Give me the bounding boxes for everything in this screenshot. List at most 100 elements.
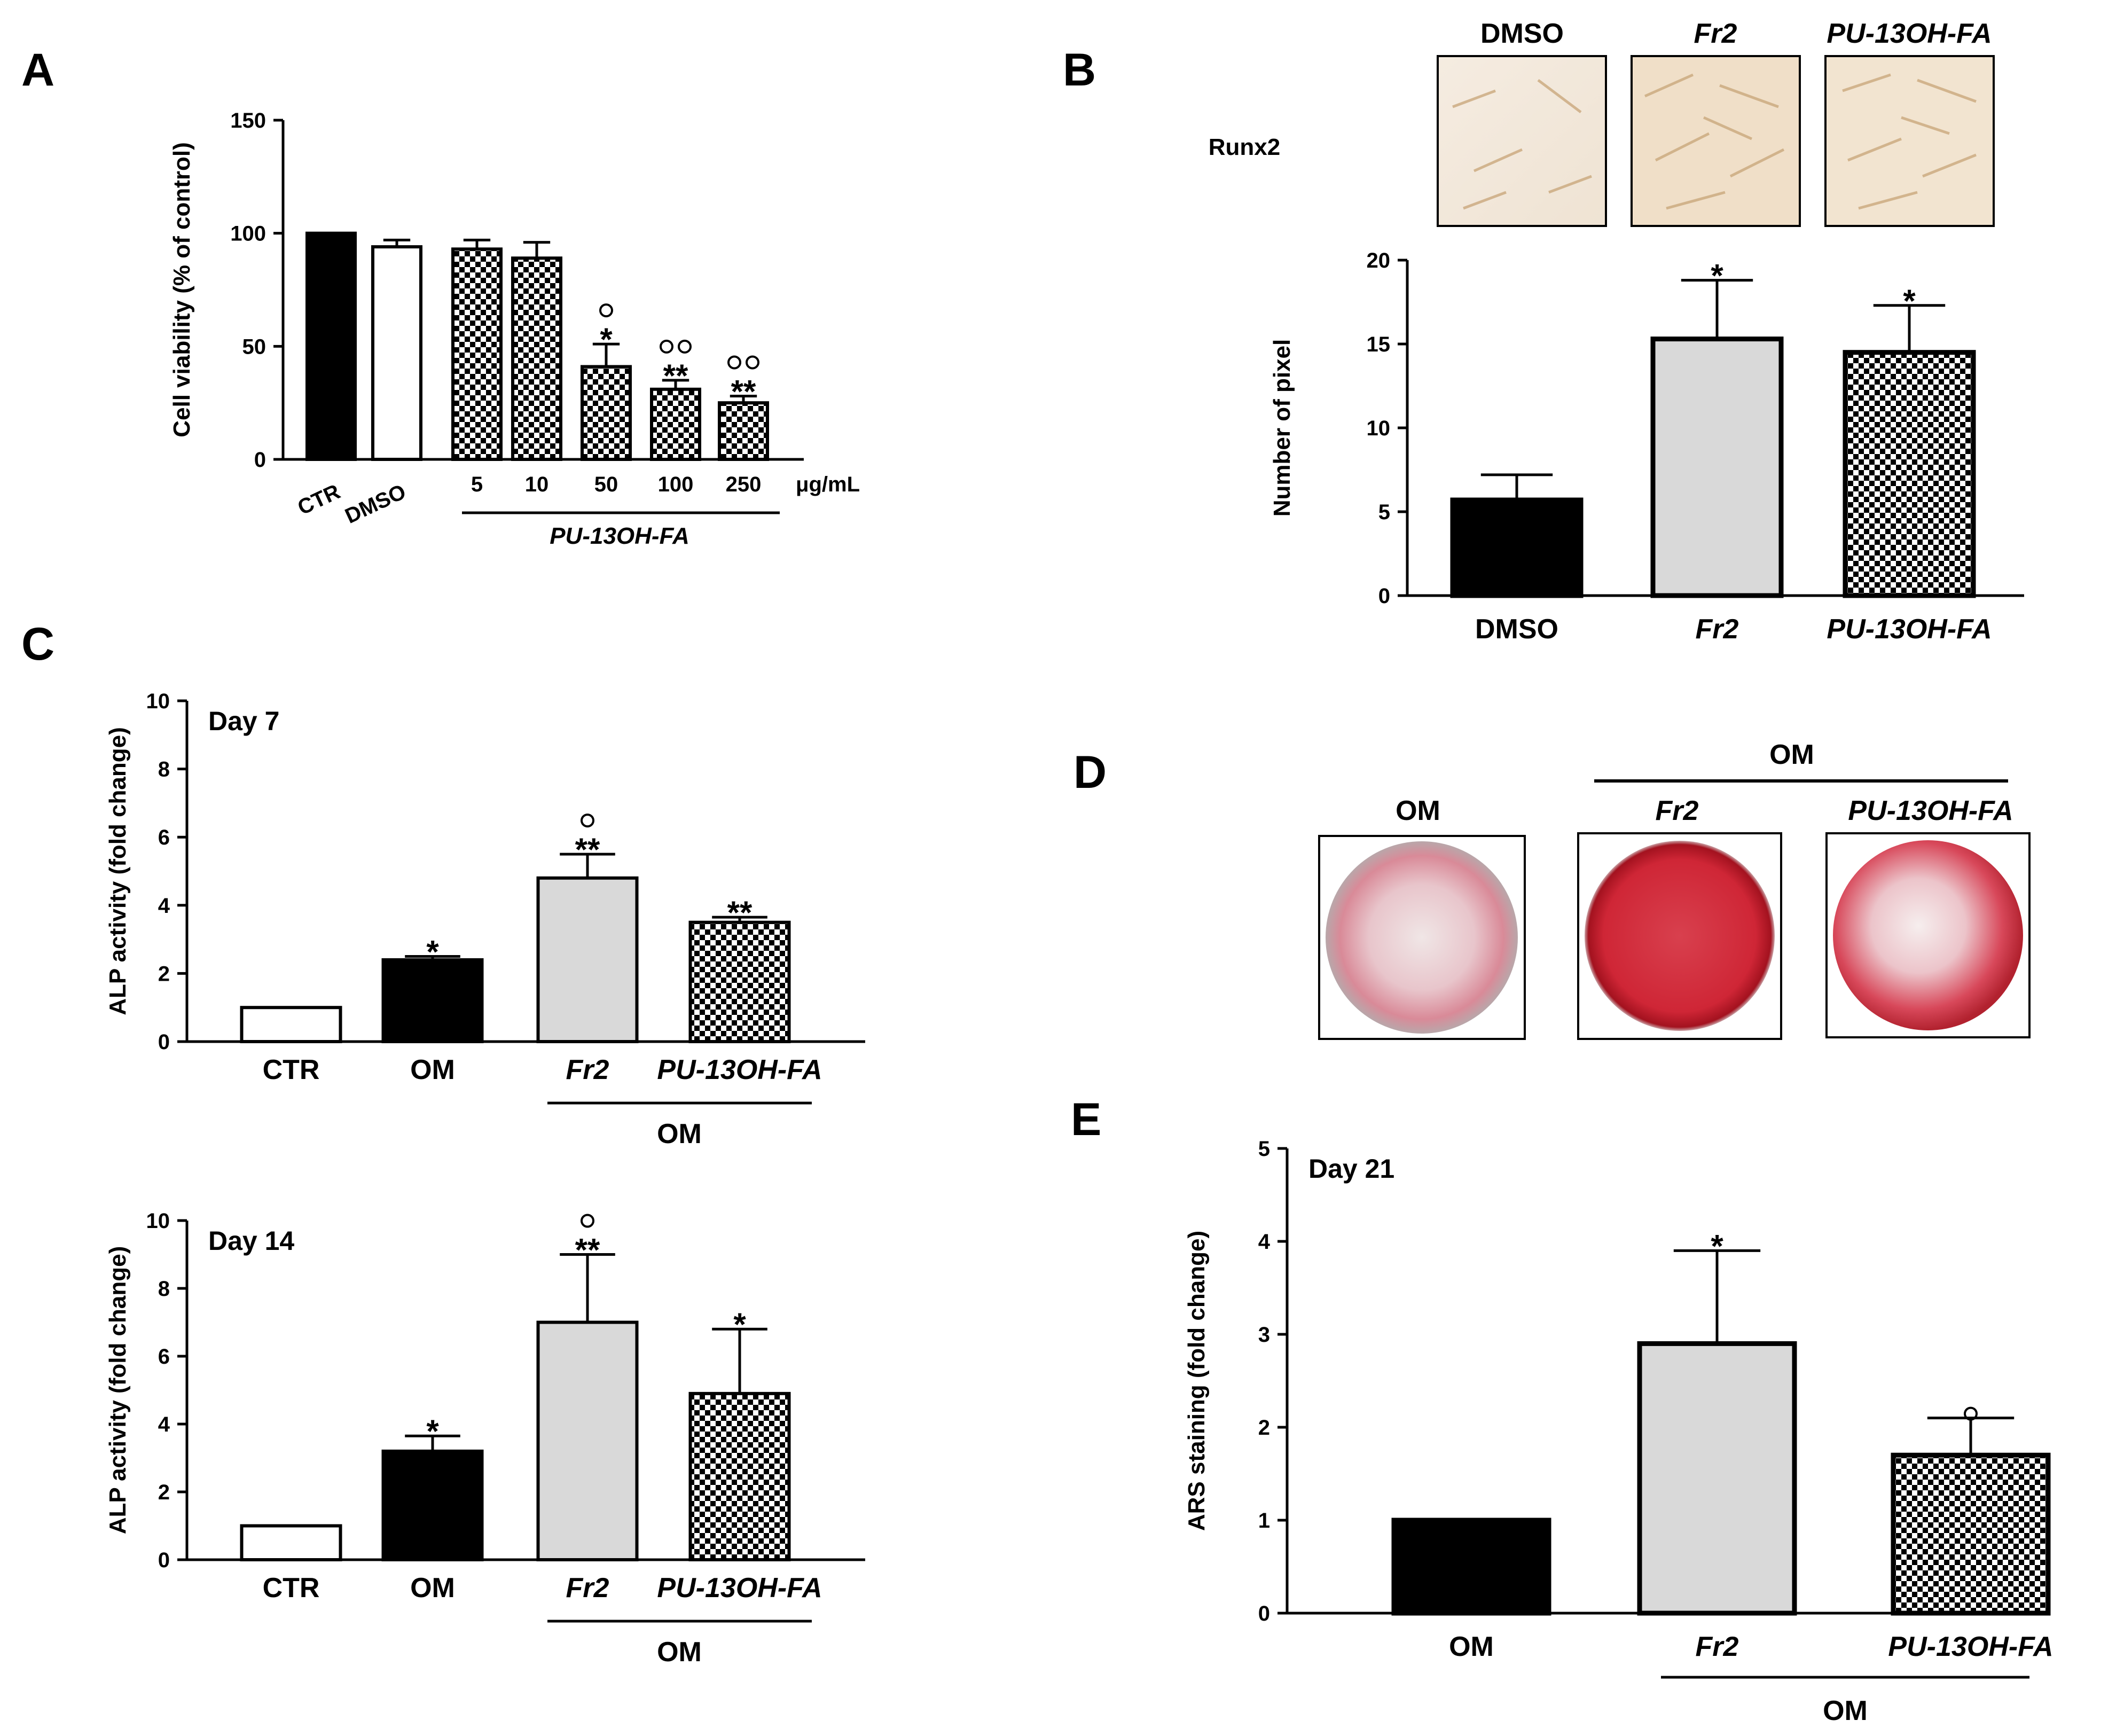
runx2-image-pu: [1824, 55, 1995, 227]
y-axis-label: ALP activity (fold change): [105, 727, 131, 1015]
bar-100: [650, 387, 701, 461]
x-tick-label: CTR: [294, 480, 344, 520]
bar-fr2: [536, 1320, 639, 1561]
bar-pu-13oh-fa: [688, 920, 791, 1043]
x-tick-label: PU-13OH-FA: [1888, 1631, 2053, 1662]
significance-mark: *: [1711, 258, 1723, 294]
dish-pu: [1833, 840, 2023, 1030]
x-tick-label: Fr2: [1696, 1631, 1739, 1662]
y-tick-label: 15: [1367, 333, 1391, 356]
runx2-image-label-pu: PU-13OH-FA: [1827, 18, 1992, 49]
degree-circle: [660, 339, 673, 354]
significance-mark: **: [663, 358, 688, 394]
panel-label-b: B: [1063, 44, 1096, 96]
x-tick-label: OM: [1449, 1631, 1494, 1662]
ars-dish-row: OM OM Fr2 PU-13OH-FA: [1318, 739, 2031, 1040]
y-tick-label: 1: [1258, 1509, 1270, 1532]
bar-pu-13oh-fa: [688, 1391, 791, 1562]
y-tick-label: 4: [1258, 1230, 1271, 1254]
chart-a: 0 50 100 150 Cell viability (% of control) CT…: [169, 109, 860, 549]
panel-label-a: A: [21, 44, 54, 96]
x-tick-label: 250: [726, 473, 762, 496]
unit-label: μg/mL: [796, 473, 860, 496]
bar-fr2: [536, 876, 639, 1043]
bar-om: [381, 958, 484, 1043]
panel-label-d: D: [1073, 747, 1107, 798]
x-tick-label: PU-13OH-FA: [657, 1054, 822, 1085]
y-tick-label: 6: [158, 1345, 170, 1369]
group-label: OM: [1823, 1695, 1868, 1726]
y-tick-label: 0: [254, 448, 266, 472]
x-tick-label: Fr2: [566, 1573, 609, 1604]
bar-pu-13oh-fa: [1891, 1452, 2051, 1616]
degree-mark: [727, 355, 759, 370]
significance-mark: *: [1903, 283, 1916, 319]
dish-label-om: OM: [1396, 795, 1440, 826]
degree-circle: [727, 355, 741, 370]
x-tick-label: 10: [525, 473, 549, 496]
degree-circle: [678, 339, 692, 354]
y-axis-label: ARS staining (fold change): [1184, 1231, 1210, 1531]
x-tick-label: Fr2: [566, 1054, 609, 1085]
y-tick-label: 8: [158, 758, 170, 781]
bar-fr2: [1637, 1341, 1797, 1616]
x-tick-label: PU-13OH-FA: [657, 1573, 822, 1604]
y-tick-label: 0: [158, 1030, 170, 1054]
degree-circle: [581, 814, 594, 828]
significance-mark: *: [733, 1307, 746, 1342]
chart-c-day7: 0 2 4 6 8 10 ALP activity (fold change) Day 7 CT…: [105, 690, 865, 1149]
bar-fr2: [1650, 337, 1784, 598]
panel-label-c: C: [21, 619, 54, 670]
y-tick-label: 0: [158, 1549, 170, 1572]
bar-dmso: [1450, 497, 1584, 598]
y-tick-label: 20: [1367, 249, 1391, 272]
x-tick-label: Fr2: [1696, 614, 1739, 645]
bar-5: [451, 247, 503, 461]
degree-circle: [746, 355, 759, 370]
bar-10: [511, 256, 562, 461]
x-tick-label: 100: [658, 473, 694, 496]
dish-om: [1326, 841, 1518, 1034]
y-tick-label: 3: [1258, 1323, 1270, 1347]
x-tick-label: DMSO: [1475, 614, 1558, 645]
x-tick-label: PU-13OH-FA: [1827, 614, 1992, 645]
runx2-image-dmso: [1437, 55, 1607, 227]
bar-om: [1391, 1518, 1551, 1616]
day-annotation: Day 21: [1308, 1154, 1394, 1184]
group-label: OM: [657, 1119, 702, 1149]
y-tick-label: 10: [146, 1209, 170, 1233]
y-axis-label: ALP activity (fold change): [105, 1246, 131, 1535]
x-tick-label: 5: [471, 473, 483, 496]
significance-mark: **: [575, 832, 600, 867]
degree-mark: [581, 1214, 594, 1228]
panel-label-e: E: [1071, 1094, 1101, 1145]
y-tick-label: 150: [230, 109, 266, 132]
bar-om: [381, 1449, 484, 1562]
x-tick-label: OM: [410, 1054, 455, 1085]
degree-circle: [581, 1214, 594, 1228]
degree-circle: [599, 303, 613, 318]
group-label: OM: [657, 1637, 702, 1668]
y-tick-label: 50: [242, 335, 267, 358]
day-annotation: Day 7: [208, 706, 279, 736]
bar-ctr: [240, 1006, 342, 1043]
degree-mark: [1964, 1406, 1978, 1421]
runx2-label: Runx2: [1209, 134, 1280, 160]
chart-e: 0 1 2 3 4 5 ARS staining (fold change) Day 21 OM…: [1184, 1137, 2054, 1726]
chart-b: 0 5 10 15 20 Number of pixel DMSO * Fr2 * PU-13OH-…: [1269, 249, 2024, 645]
significance-mark: **: [727, 895, 753, 930]
day-annotation: Day 14: [208, 1226, 294, 1256]
x-tick-label: OM: [410, 1573, 455, 1604]
degree-mark: [581, 814, 594, 828]
y-tick-label: 2: [1258, 1416, 1270, 1440]
bar-ctr: [240, 1524, 342, 1561]
bar-50: [581, 365, 632, 462]
degree-mark: [599, 303, 613, 318]
x-tick-label: CTR: [263, 1054, 320, 1085]
runx2-image-label-dmso: DMSO: [1480, 18, 1564, 49]
y-tick-label: 5: [1258, 1137, 1270, 1161]
y-tick-label: 2: [158, 962, 170, 986]
runx2-image-label-fr2: Fr2: [1694, 18, 1737, 49]
bar-250: [718, 401, 769, 462]
